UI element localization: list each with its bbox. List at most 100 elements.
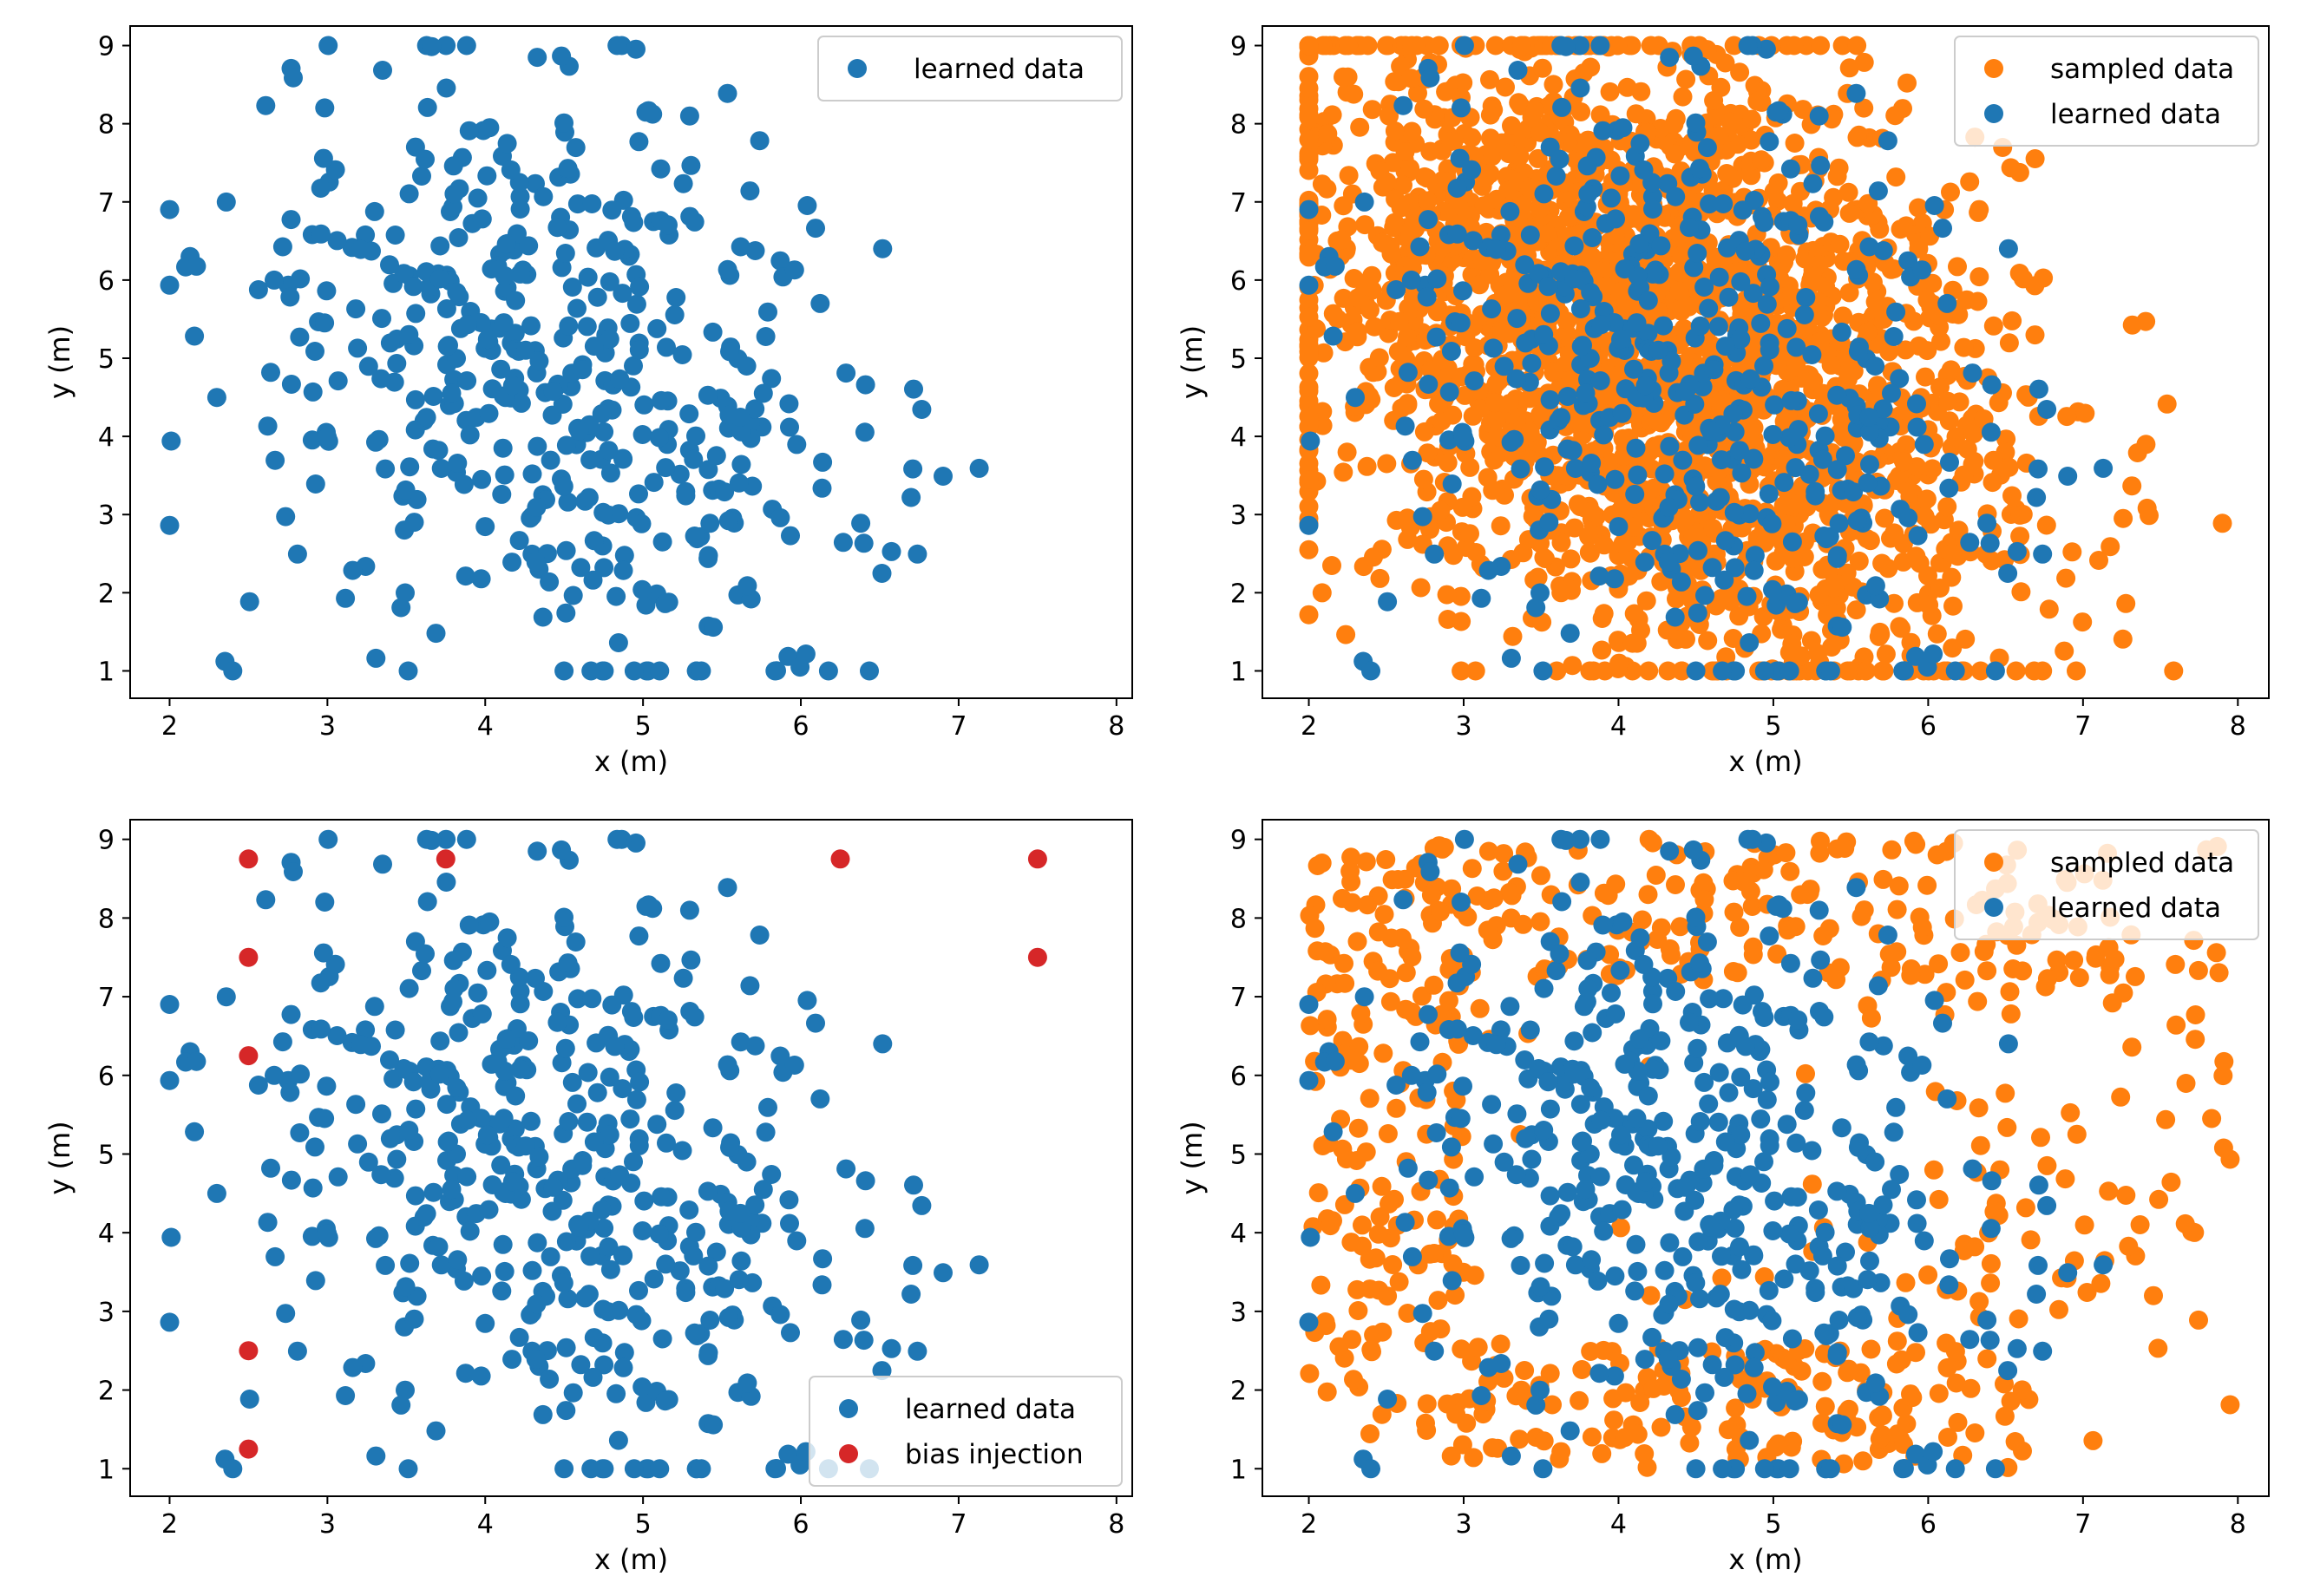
learned-point [674,174,693,193]
sampled-point [1752,150,1771,169]
sampled-point [1897,1273,1916,1292]
sampled-point [1996,1083,2015,1102]
learned-point [810,294,829,313]
sampled-point [1942,360,1961,379]
sampled-point [2148,1338,2167,1357]
learned-point [480,912,499,932]
learned-point [1963,363,1983,383]
sampled-point [1300,407,1319,426]
learned-point [855,1331,874,1350]
learned-point [1378,592,1397,612]
learned-point [602,200,621,219]
learned-point [494,1235,513,1254]
learned-point [1427,270,1446,289]
learned-point [1551,1204,1570,1223]
learned-point [653,1330,672,1349]
learned-point [540,1370,559,1389]
learned-point [1814,1324,1833,1343]
learned-point [1695,1383,1714,1403]
sampled-point [1418,1394,1437,1413]
learned-point [418,98,437,117]
sampled-point [1627,104,1646,123]
learned-point [1300,200,1319,219]
learned-point [1541,1100,1560,1119]
x-tick-label: 4 [477,711,494,742]
learned-point [580,1285,599,1304]
sampled-point [1928,625,1947,644]
learned-point [336,589,355,608]
learned-point [557,435,576,455]
sampled-point [2114,630,2133,649]
learned-point [282,375,301,394]
learned-point [391,1396,410,1415]
learned-point [1642,531,1661,550]
learned-point [851,513,870,533]
sampled-point [1618,78,1637,97]
x-tick-label: 8 [1108,711,1124,742]
learned-point [1425,545,1444,564]
sampled-point [1930,1190,1949,1209]
learned-point [1866,1373,1885,1392]
sampled-point [1360,1424,1380,1443]
learned-point [381,333,400,352]
learned-point [2058,1263,2077,1282]
learned-point [290,328,309,347]
sampled-point [2057,407,2076,426]
learned-point [1651,1031,1670,1050]
sampled-point [1300,540,1319,559]
learned-point [373,61,392,80]
y-tick-label: 5 [98,344,115,375]
y-axis-label: y (m) [43,325,76,399]
x-tick-label: 5 [635,1509,652,1540]
learned-point [1827,1181,1846,1200]
learned-point [1300,995,1319,1014]
learned-point [1701,422,1720,441]
learned-point [573,360,592,379]
learned-point [1858,474,1878,493]
sampled-point [2055,642,2074,661]
learned-point [1688,244,1707,263]
learned-point [1452,98,1471,117]
learned-point [758,303,777,322]
learned-point [1869,976,1888,995]
learned-point [1709,1113,1728,1132]
learned-point [1684,47,1703,66]
learned-point [1399,363,1418,382]
learned-point [318,1224,337,1243]
learned-point [757,327,776,346]
learned-point [1484,338,1503,357]
learned-point [1720,1083,1739,1102]
sampled-point [1439,991,1458,1011]
learned-point [284,862,303,881]
sampled-point [2186,1030,2205,1049]
sampled-point [1780,862,1799,881]
learned-point [1734,200,1753,219]
learned-point [882,542,901,561]
sampled-point [1930,579,1950,598]
learned-point [1531,481,1550,500]
learned-point [1673,451,1692,470]
sampled-point [1396,1000,1415,1019]
y-tick-label: 4 [98,1219,115,1249]
sampled-point [1960,173,1979,192]
learned-point [1745,1358,1764,1377]
sampled-point [1431,902,1450,921]
learned-point [311,179,331,198]
learned-point [541,451,560,470]
sampled-point [1318,1010,1337,1029]
learned-point [1594,425,1613,444]
learned-point [1886,303,1905,322]
sampled-point [1502,908,1521,927]
learned-point [1582,454,1601,473]
learned-point [1627,439,1646,458]
learned-point [444,156,463,175]
x-tick-label: 6 [1920,711,1937,742]
learned-point [554,477,573,496]
y-tick-label: 6 [1230,266,1247,297]
sampled-point [2034,269,2053,288]
learned-point [547,218,567,237]
learned-point [630,278,649,297]
learned-point [2027,1285,2046,1304]
learned-point [371,1165,390,1184]
learned-point [256,96,275,115]
